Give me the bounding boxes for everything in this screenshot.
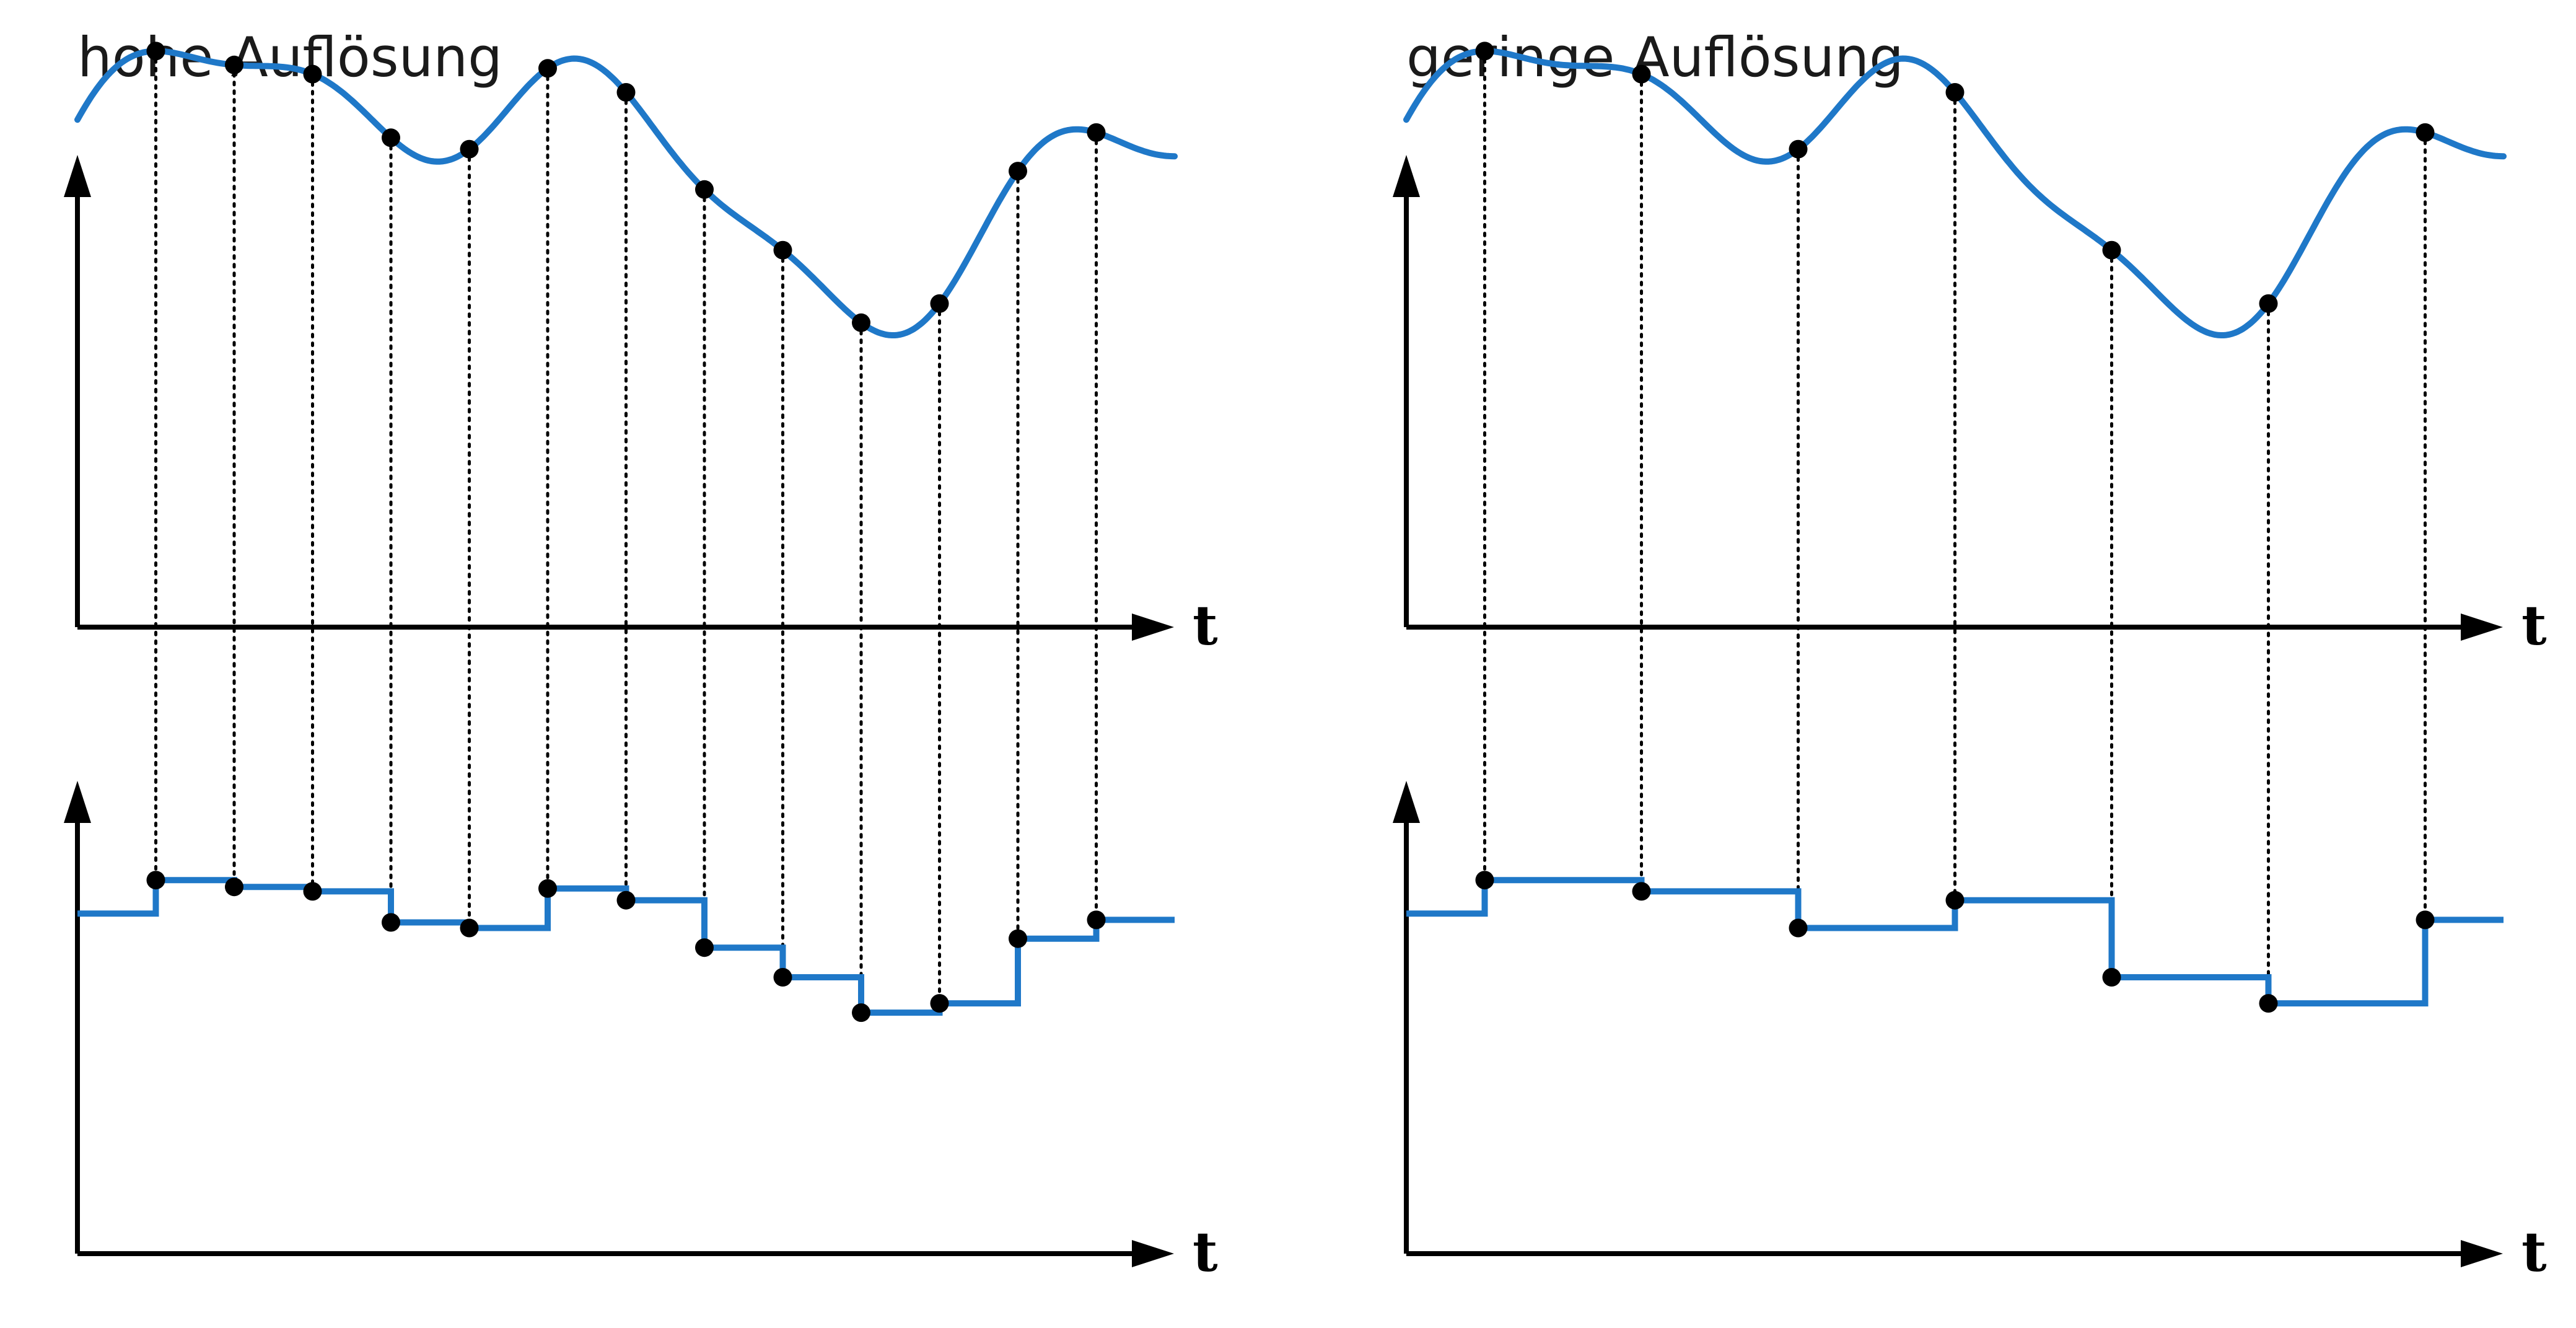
sample-point-quantized (695, 938, 714, 957)
sample-point-analog (1475, 42, 1494, 61)
sample-point-quantized (225, 877, 243, 897)
sample-point-quantized (616, 890, 636, 910)
sample-point-analog (538, 59, 557, 78)
sample-points-high (146, 42, 1106, 1022)
sample-point-analog (146, 42, 165, 61)
sample-point-quantized (2259, 994, 2278, 1013)
t-label-lower-low: t (2521, 1220, 2547, 1284)
x-arrow-lower-low (2461, 1240, 2503, 1267)
sample-point-quantized (852, 1003, 870, 1022)
sample-point-quantized (773, 968, 792, 987)
sample-point-analog (303, 64, 322, 84)
lower-axes-low: t (1393, 781, 2547, 1284)
t-label-upper-low: t (2521, 593, 2547, 657)
sample-point-analog (1945, 83, 1965, 102)
panel-title-high: hohe Auflösung (77, 25, 502, 89)
sample-point-analog (930, 294, 949, 313)
y-arrow-upper-high (64, 155, 91, 197)
sample-point-analog (616, 83, 636, 102)
y-arrow-lower-high (64, 781, 91, 823)
sample-points-low (1475, 42, 2435, 1013)
sample-lines-high (154, 49, 1098, 1014)
sample-point-quantized (1475, 871, 1494, 890)
sample-point-quantized (930, 994, 949, 1013)
t-label-upper-high: t (1193, 593, 1218, 657)
sample-point-quantized (1945, 890, 1965, 910)
sample-point-analog (2102, 240, 2121, 260)
sample-point-analog (382, 128, 400, 147)
sample-point-quantized (2102, 968, 2121, 987)
sample-point-quantized (382, 913, 400, 932)
sample-point-quantized (1087, 910, 1106, 930)
sample-point-analog (460, 139, 479, 159)
quantized-signal-low (1406, 877, 2504, 1007)
x-arrow-lower-high (1132, 1240, 1174, 1267)
upper-axes-low: t (1393, 155, 2547, 657)
sample-point-quantized (460, 918, 479, 938)
sample-point-analog (225, 55, 243, 74)
y-arrow-upper-low (1393, 155, 1420, 197)
sample-lines-low (1483, 49, 2427, 1005)
y-arrow-lower-low (1393, 781, 1420, 823)
sample-point-analog (2259, 294, 2278, 313)
sample-point-analog (2416, 123, 2435, 142)
sample-point-analog (1632, 64, 1651, 84)
sample-point-quantized (146, 871, 165, 890)
sample-point-quantized (303, 882, 322, 901)
sample-point-quantized (538, 879, 557, 898)
x-arrow-upper-low (2461, 613, 2503, 641)
lower-axes-high: t (64, 781, 1218, 1284)
sample-point-analog (1087, 123, 1106, 142)
panel-low-resolution: geringe Auflösung t t (1393, 25, 2547, 1284)
sample-point-analog (1009, 162, 1027, 181)
x-arrow-upper-high (1132, 613, 1174, 641)
sample-point-quantized (1789, 918, 1808, 938)
sample-point-analog (695, 180, 714, 199)
sample-point-analog (852, 313, 870, 332)
sample-point-analog (1789, 139, 1808, 159)
sample-point-analog (773, 240, 792, 260)
sample-point-quantized (1009, 929, 1027, 948)
t-label-lower-high: t (1193, 1220, 1218, 1284)
upper-axes-high: t (64, 155, 1218, 657)
sample-point-quantized (1632, 882, 1651, 901)
sample-point-quantized (2416, 910, 2435, 930)
panel-high-resolution: hohe Auflösung t t (64, 25, 1218, 1284)
